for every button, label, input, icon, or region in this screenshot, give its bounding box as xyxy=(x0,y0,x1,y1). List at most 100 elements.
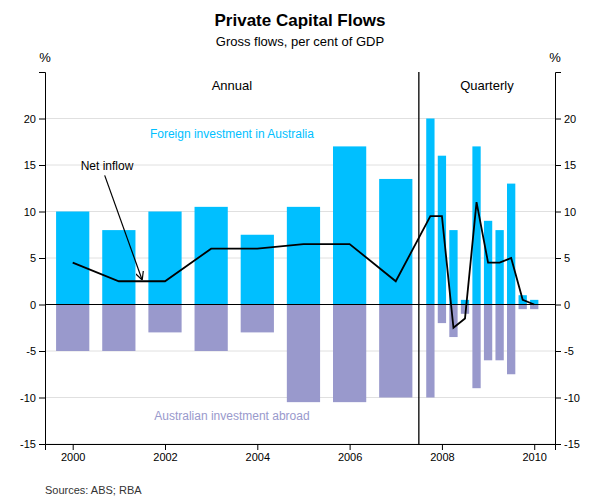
tick-label: 10 xyxy=(24,206,36,218)
tick-label: 0 xyxy=(30,299,36,311)
tick-mark xyxy=(555,212,561,213)
tick-mark xyxy=(555,305,561,306)
tick: -15 xyxy=(20,438,45,450)
tick-mark xyxy=(39,258,45,259)
tick-label: 2004 xyxy=(246,451,270,463)
bar xyxy=(507,184,515,305)
tick: 0 xyxy=(555,299,570,311)
tick: 5 xyxy=(30,252,45,264)
series-label: Foreign investment in Australia xyxy=(150,127,314,141)
tick: 20 xyxy=(24,113,45,125)
tick: 2002 xyxy=(153,444,177,463)
y2-axis: -15 -10 -5 0 5 10 15 20 xyxy=(555,73,580,451)
tick-mark xyxy=(39,165,45,166)
plot-area: 200020022004200620082010-15-10-505101520… xyxy=(20,72,580,463)
bar xyxy=(507,305,515,375)
bar xyxy=(530,305,538,310)
bar xyxy=(379,179,412,305)
tick-mark xyxy=(39,351,45,352)
tick-label: -5 xyxy=(564,345,574,357)
bar xyxy=(195,207,228,305)
zero-line xyxy=(45,304,555,305)
bar xyxy=(426,305,434,398)
tick-label: -10 xyxy=(564,392,580,404)
labels: AnnualQuarterlyForeign investment in Aus… xyxy=(81,78,514,423)
bar xyxy=(333,146,366,304)
tick-mark xyxy=(555,351,561,352)
subtitle: Gross flows, per cent of GDP xyxy=(216,34,384,49)
tick: -15 xyxy=(555,438,580,450)
y2-axis-line xyxy=(556,73,562,445)
tick-label: 2006 xyxy=(338,451,362,463)
tick-label: -10 xyxy=(20,392,36,404)
tick-mark xyxy=(442,444,443,450)
tick: 10 xyxy=(24,206,45,218)
bar xyxy=(241,305,274,333)
tick: 20 xyxy=(555,113,576,125)
tick-mark xyxy=(555,258,561,259)
bar xyxy=(379,305,412,398)
bar xyxy=(519,305,527,310)
tick-mark xyxy=(165,444,166,450)
tick-label: 5 xyxy=(564,252,570,264)
tick: 2000 xyxy=(61,444,85,463)
bar xyxy=(484,305,492,361)
tick-mark xyxy=(39,212,45,213)
bar xyxy=(333,305,366,403)
chart: 200020022004200620082010-15-10-505101520… xyxy=(0,0,600,504)
tick: 0 xyxy=(30,299,45,311)
bar xyxy=(495,305,503,361)
tick: 2010 xyxy=(522,444,546,463)
bar-series xyxy=(56,119,538,305)
tick-label: 2002 xyxy=(153,451,177,463)
tick: 2004 xyxy=(246,444,270,463)
tick: 2008 xyxy=(430,444,454,463)
tick: -10 xyxy=(20,392,45,404)
tick-label: 15 xyxy=(24,159,36,171)
grid xyxy=(45,119,555,445)
divider xyxy=(418,72,419,444)
tick: 15 xyxy=(555,159,576,171)
tick-mark xyxy=(555,119,561,120)
tick-mark xyxy=(39,444,45,445)
bar xyxy=(102,230,135,304)
tick: -5 xyxy=(555,345,574,357)
x-axis-line xyxy=(46,445,556,451)
tick-mark xyxy=(555,165,561,166)
tick-mark xyxy=(39,119,45,120)
bar xyxy=(241,235,274,305)
tick: -5 xyxy=(26,345,45,357)
tick-label: 15 xyxy=(564,159,576,171)
section-header: Quarterly xyxy=(460,78,514,93)
tick-mark xyxy=(534,444,535,450)
tick-mark xyxy=(350,444,351,450)
tick-label: 10 xyxy=(564,206,576,218)
chart-container: 200020022004200620082010-15-10-505101520… xyxy=(0,0,600,504)
tick: -10 xyxy=(555,392,580,404)
series-label: Australian investment abroad xyxy=(154,409,309,423)
tick-label: -5 xyxy=(26,345,36,357)
source: Sources: ABS; RBA xyxy=(45,484,142,496)
tick-mark xyxy=(257,444,258,450)
y-axis-title: % xyxy=(39,50,51,65)
tick: 2006 xyxy=(338,444,362,463)
tick: 10 xyxy=(555,206,576,218)
bar xyxy=(461,300,469,305)
bar xyxy=(495,230,503,304)
bar xyxy=(56,212,89,305)
bar xyxy=(148,305,181,333)
tick-mark xyxy=(39,398,45,399)
tick-label: 20 xyxy=(564,113,576,125)
tick-label: 2008 xyxy=(430,451,454,463)
tick-label: 2010 xyxy=(522,451,546,463)
bar xyxy=(148,212,181,305)
bar xyxy=(287,305,320,403)
tick-label: 0 xyxy=(564,299,570,311)
bar-series xyxy=(56,305,538,403)
tick-label: -15 xyxy=(20,438,36,450)
bar xyxy=(287,207,320,305)
title: Private Capital Flows xyxy=(215,11,386,30)
net-line xyxy=(73,202,535,328)
bar xyxy=(56,305,89,352)
bar xyxy=(438,305,446,324)
